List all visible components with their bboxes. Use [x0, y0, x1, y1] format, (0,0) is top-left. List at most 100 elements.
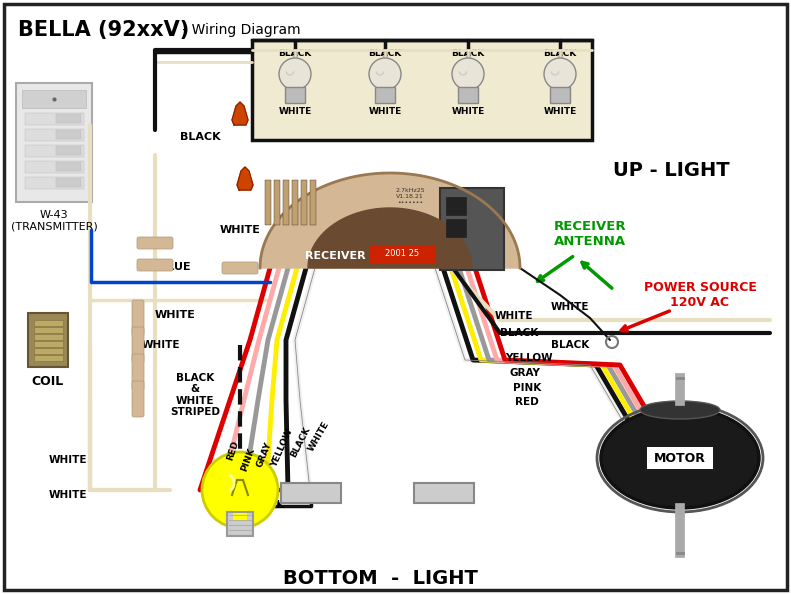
FancyBboxPatch shape	[292, 180, 298, 225]
Text: WHITE: WHITE	[220, 225, 260, 235]
Ellipse shape	[601, 408, 759, 508]
Text: BLACK
&
WHITE
STRIPED: BLACK & WHITE STRIPED	[170, 372, 220, 418]
FancyBboxPatch shape	[233, 513, 247, 521]
FancyBboxPatch shape	[446, 219, 466, 237]
FancyBboxPatch shape	[281, 483, 341, 503]
FancyBboxPatch shape	[33, 327, 62, 333]
Text: YELLOW: YELLOW	[505, 353, 553, 363]
Circle shape	[452, 58, 484, 90]
Text: BLACK: BLACK	[369, 49, 402, 58]
Text: RECEIVER
ANTENNA: RECEIVER ANTENNA	[554, 220, 626, 248]
Text: WHITE: WHITE	[142, 340, 180, 350]
Text: 2001 25: 2001 25	[385, 249, 419, 258]
FancyBboxPatch shape	[25, 144, 84, 156]
Text: WHITE: WHITE	[551, 302, 589, 312]
FancyBboxPatch shape	[55, 113, 81, 124]
Text: YELLOW: YELLOW	[270, 427, 294, 469]
Text: RED: RED	[515, 397, 539, 407]
Text: WHITE: WHITE	[278, 108, 312, 116]
FancyBboxPatch shape	[222, 262, 258, 274]
FancyBboxPatch shape	[440, 188, 504, 270]
Circle shape	[202, 452, 278, 528]
Text: BLACK: BLACK	[289, 425, 312, 459]
FancyBboxPatch shape	[227, 512, 253, 536]
FancyBboxPatch shape	[301, 180, 307, 225]
FancyBboxPatch shape	[132, 327, 144, 363]
Text: UP - LIGHT: UP - LIGHT	[613, 160, 729, 179]
FancyBboxPatch shape	[369, 245, 436, 263]
FancyBboxPatch shape	[28, 313, 68, 367]
Text: BLACK: BLACK	[246, 500, 284, 510]
FancyBboxPatch shape	[137, 237, 173, 249]
FancyBboxPatch shape	[55, 146, 81, 155]
FancyBboxPatch shape	[55, 129, 81, 140]
FancyBboxPatch shape	[25, 160, 84, 172]
Text: BLACK: BLACK	[551, 340, 589, 350]
Polygon shape	[237, 167, 253, 190]
Circle shape	[279, 58, 311, 90]
FancyBboxPatch shape	[33, 355, 62, 361]
Text: GRAY: GRAY	[510, 368, 541, 378]
FancyBboxPatch shape	[25, 128, 84, 141]
Text: RECEIVER: RECEIVER	[305, 251, 365, 261]
Text: BELLA (92xxV): BELLA (92xxV)	[18, 20, 189, 40]
Text: WHITE: WHITE	[49, 455, 87, 465]
FancyBboxPatch shape	[22, 90, 86, 108]
FancyBboxPatch shape	[132, 381, 144, 417]
FancyBboxPatch shape	[265, 180, 271, 225]
FancyBboxPatch shape	[446, 197, 466, 215]
Text: BLACK: BLACK	[543, 49, 577, 58]
Text: W-43
(TRANSMITTER): W-43 (TRANSMITTER)	[10, 210, 97, 232]
Text: WHITE: WHITE	[369, 108, 402, 116]
FancyBboxPatch shape	[458, 87, 478, 103]
Circle shape	[369, 58, 401, 90]
FancyBboxPatch shape	[285, 87, 305, 103]
FancyBboxPatch shape	[310, 180, 316, 225]
FancyBboxPatch shape	[414, 483, 474, 503]
FancyBboxPatch shape	[55, 178, 81, 187]
FancyBboxPatch shape	[252, 40, 592, 140]
Text: COIL: COIL	[32, 375, 64, 388]
Text: WHITE: WHITE	[495, 311, 533, 321]
Polygon shape	[232, 102, 248, 125]
Text: BLACK: BLACK	[278, 49, 312, 58]
Text: BLACK: BLACK	[452, 49, 485, 58]
Text: WHITE: WHITE	[49, 490, 87, 500]
Ellipse shape	[640, 401, 720, 419]
FancyBboxPatch shape	[137, 259, 173, 271]
Text: WHITE: WHITE	[452, 108, 485, 116]
FancyBboxPatch shape	[647, 447, 713, 469]
FancyBboxPatch shape	[550, 87, 570, 103]
Text: BLACK: BLACK	[180, 132, 221, 142]
FancyBboxPatch shape	[132, 354, 144, 390]
Text: PINK: PINK	[240, 447, 256, 473]
Polygon shape	[308, 208, 472, 268]
FancyBboxPatch shape	[16, 83, 92, 202]
Polygon shape	[260, 173, 520, 268]
FancyBboxPatch shape	[375, 87, 395, 103]
FancyBboxPatch shape	[25, 176, 84, 188]
Text: - Wiring Diagram: - Wiring Diagram	[178, 23, 301, 37]
FancyBboxPatch shape	[33, 333, 62, 340]
FancyBboxPatch shape	[33, 320, 62, 326]
Text: GRAY: GRAY	[255, 441, 273, 469]
FancyBboxPatch shape	[33, 340, 62, 346]
FancyBboxPatch shape	[25, 112, 84, 125]
Text: RED: RED	[225, 439, 240, 461]
FancyBboxPatch shape	[132, 300, 144, 336]
Text: PINK: PINK	[513, 383, 541, 393]
FancyBboxPatch shape	[55, 162, 81, 171]
FancyBboxPatch shape	[4, 4, 787, 590]
Text: BLUE: BLUE	[159, 262, 191, 272]
Text: 2.7kHz25
V1.18.21
•••••••: 2.7kHz25 V1.18.21 •••••••	[396, 188, 425, 204]
FancyBboxPatch shape	[33, 347, 62, 353]
Text: WHITE: WHITE	[154, 310, 195, 320]
Text: WHITE: WHITE	[307, 419, 331, 453]
Text: POWER SOURCE
120V AC: POWER SOURCE 120V AC	[644, 281, 756, 309]
Text: BLACK: BLACK	[500, 328, 538, 338]
Circle shape	[544, 58, 576, 90]
Text: WHITE: WHITE	[543, 108, 577, 116]
FancyBboxPatch shape	[282, 180, 290, 225]
FancyBboxPatch shape	[274, 180, 280, 225]
Text: MOTOR: MOTOR	[654, 451, 706, 465]
